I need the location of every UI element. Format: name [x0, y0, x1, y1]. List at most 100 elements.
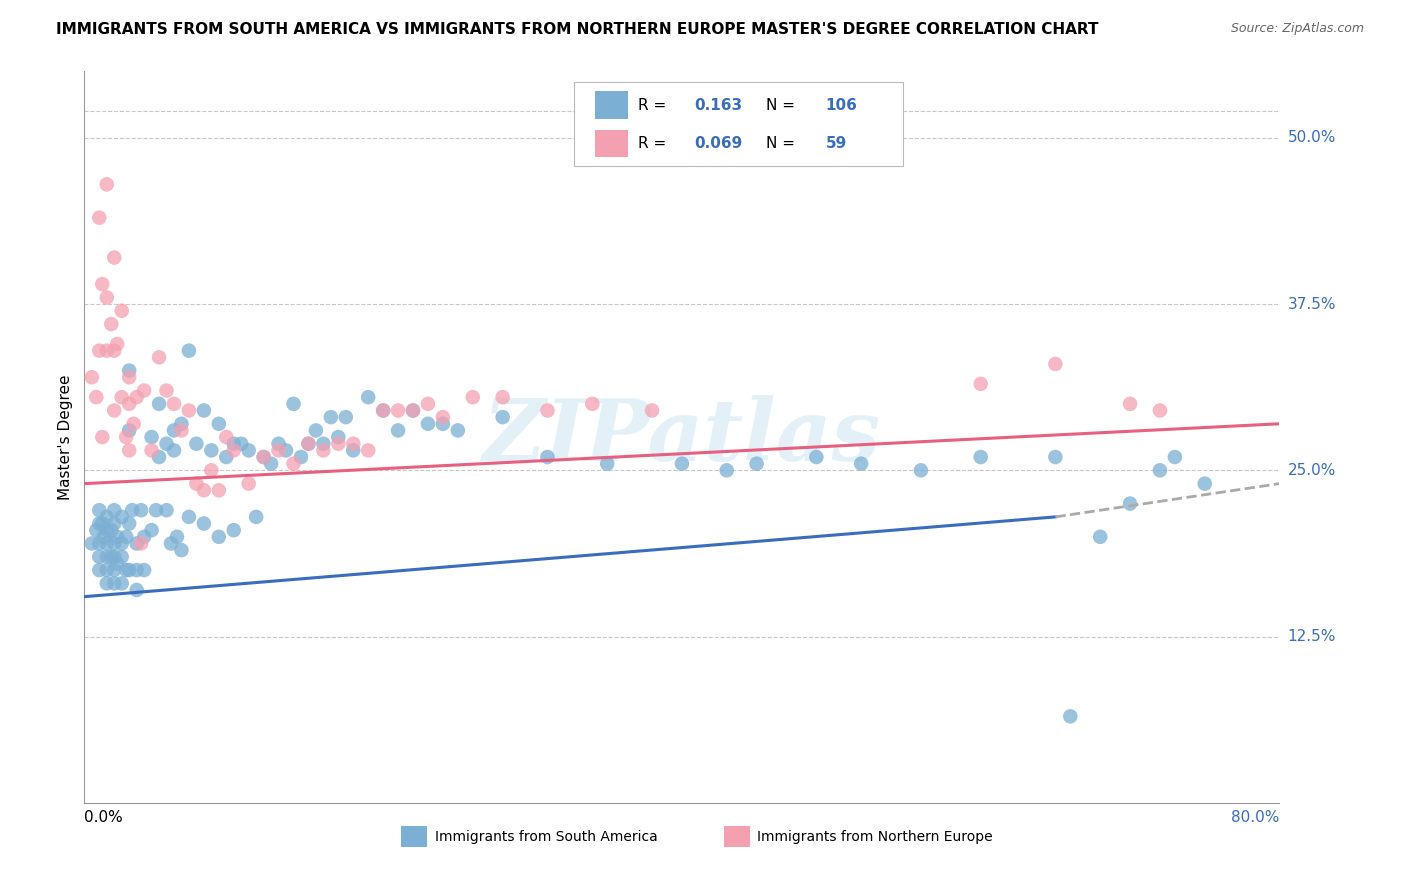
Text: IMMIGRANTS FROM SOUTH AMERICA VS IMMIGRANTS FROM NORTHERN EUROPE MASTER'S DEGREE: IMMIGRANTS FROM SOUTH AMERICA VS IMMIGRA…: [56, 22, 1098, 37]
Point: [461, 390, 484, 404]
Point: [105, 557, 128, 571]
Text: N =: N =: [766, 98, 794, 112]
Point: [163, 424, 186, 438]
Point: [148, 450, 170, 464]
FancyBboxPatch shape: [401, 826, 427, 847]
Text: 106: 106: [825, 98, 858, 112]
Point: [111, 390, 134, 404]
Point: [103, 251, 125, 265]
Point: [297, 436, 319, 450]
Text: 59: 59: [825, 136, 846, 151]
Text: 0.0%: 0.0%: [84, 810, 124, 825]
Point: [105, 337, 128, 351]
Point: [283, 457, 305, 471]
Point: [357, 443, 380, 458]
Point: [432, 417, 454, 431]
Point: [100, 549, 122, 564]
Text: Source: ZipAtlas.com: Source: ZipAtlas.com: [1230, 22, 1364, 36]
Y-axis label: Master's Degree: Master's Degree: [58, 375, 73, 500]
Point: [141, 443, 163, 458]
Point: [91, 516, 114, 531]
Point: [155, 384, 177, 398]
Point: [596, 457, 619, 471]
Point: [80, 536, 103, 550]
Point: [432, 410, 454, 425]
Point: [238, 443, 260, 458]
Point: [96, 290, 118, 304]
Text: 0.163: 0.163: [695, 98, 742, 112]
Point: [267, 443, 290, 458]
Point: [160, 536, 183, 550]
Text: 0.069: 0.069: [695, 136, 742, 151]
Point: [335, 410, 357, 425]
Text: ZIPatlas: ZIPatlas: [482, 395, 882, 479]
Point: [910, 463, 932, 477]
Point: [148, 351, 170, 365]
Point: [89, 563, 111, 577]
Point: [125, 582, 148, 597]
Point: [342, 443, 364, 458]
Point: [312, 443, 335, 458]
Point: [132, 384, 156, 398]
Text: Immigrants from South America: Immigrants from South America: [434, 830, 657, 844]
Point: [671, 457, 693, 471]
Point: [1149, 463, 1171, 477]
Text: 80.0%: 80.0%: [1232, 810, 1279, 825]
Point: [200, 463, 222, 477]
Point: [115, 530, 138, 544]
Point: [89, 516, 111, 531]
Point: [96, 563, 118, 577]
Point: [96, 549, 118, 564]
Point: [89, 549, 111, 564]
Point: [105, 530, 128, 544]
Point: [125, 390, 148, 404]
Point: [970, 450, 993, 464]
Point: [115, 563, 138, 577]
Point: [103, 549, 125, 564]
Point: [103, 516, 125, 531]
Point: [118, 516, 141, 531]
Point: [193, 516, 215, 531]
Point: [170, 543, 193, 558]
Point: [297, 436, 319, 450]
Point: [806, 450, 828, 464]
Point: [536, 403, 558, 417]
Point: [132, 530, 156, 544]
Text: 12.5%: 12.5%: [1288, 629, 1336, 644]
Point: [177, 403, 200, 417]
FancyBboxPatch shape: [595, 91, 628, 120]
Text: R =: R =: [638, 136, 666, 151]
Point: [222, 436, 245, 450]
Point: [103, 576, 125, 591]
Point: [1045, 450, 1067, 464]
Point: [253, 450, 276, 464]
Point: [1194, 476, 1216, 491]
Point: [283, 397, 305, 411]
Point: [716, 463, 738, 477]
Point: [111, 576, 134, 591]
Point: [1149, 403, 1171, 417]
FancyBboxPatch shape: [595, 129, 628, 158]
Point: [170, 424, 193, 438]
Point: [357, 390, 380, 404]
Point: [103, 343, 125, 358]
Point: [121, 503, 143, 517]
Point: [387, 403, 409, 417]
Point: [1045, 357, 1067, 371]
Text: R =: R =: [638, 98, 666, 112]
Point: [447, 424, 470, 438]
Point: [91, 430, 114, 444]
Point: [253, 450, 276, 464]
Point: [111, 509, 134, 524]
Point: [91, 277, 114, 292]
Point: [118, 363, 141, 377]
Point: [416, 417, 439, 431]
Point: [373, 403, 395, 417]
Point: [186, 476, 208, 491]
Point: [245, 509, 267, 524]
Point: [222, 443, 245, 458]
Point: [103, 503, 125, 517]
Point: [89, 536, 111, 550]
Point: [96, 523, 118, 537]
Point: [1119, 497, 1142, 511]
